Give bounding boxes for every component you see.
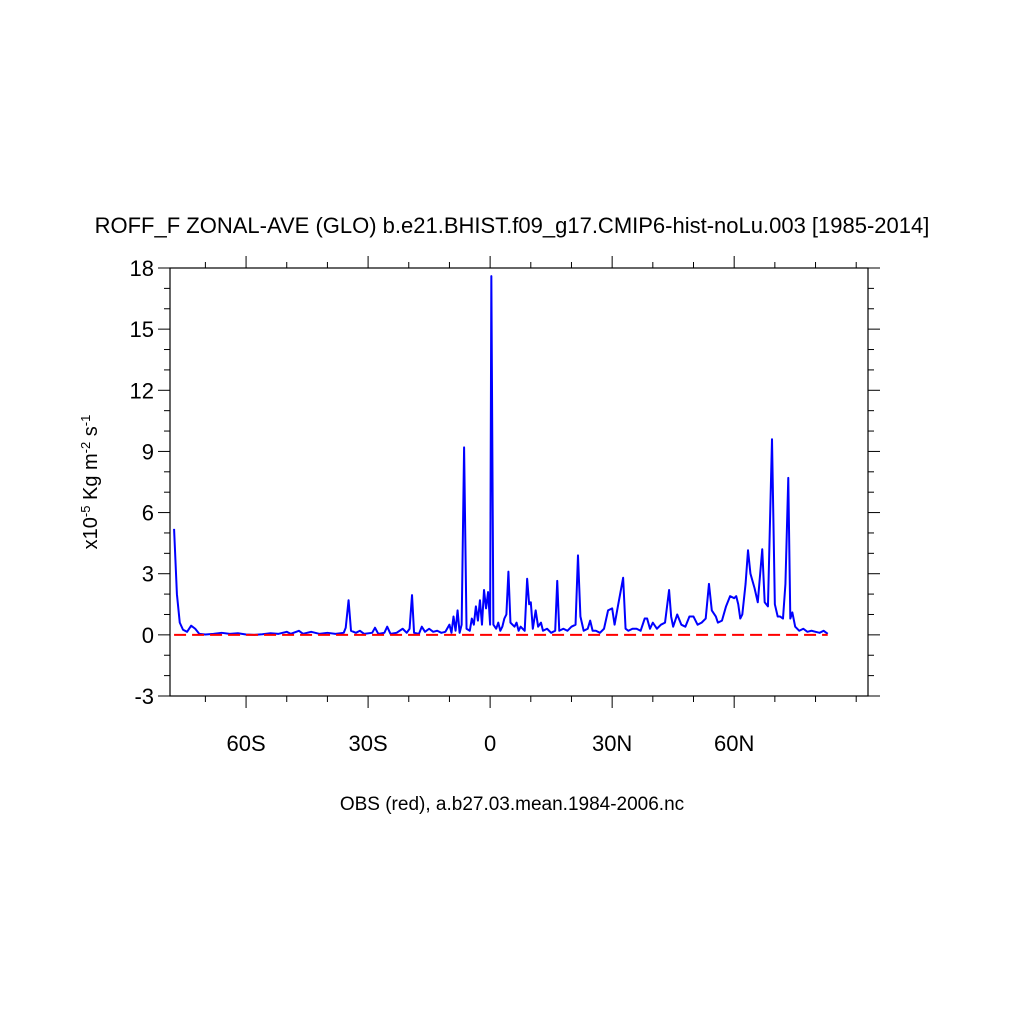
y-tick-label: 12 [130,378,154,403]
label-part: x10 [80,517,102,549]
x-tick-label: 30N [592,731,632,756]
y-tick-label: 6 [142,501,154,526]
y-tick-label: -3 [134,684,154,709]
superscript: -1 [78,415,93,427]
superscript: -2 [78,442,93,454]
y-axis-label: x10-5 Kg m-2 s-1 [78,415,103,550]
y-tick-label: 3 [142,562,154,587]
y-tick-label: 18 [130,256,154,281]
plot-frame [169,267,869,697]
x-tick-label: 0 [484,731,496,756]
data-line [173,275,829,636]
superscript: -5 [78,506,93,518]
x-tick-label: 60S [226,731,265,756]
note: OBS (red), a.b27.03.mean.1984-2006.nc [340,794,684,815]
y-tick-label: 9 [142,439,154,464]
y-tick-label: 0 [142,623,154,648]
x-tick-label: 60N [714,731,754,756]
y-tick-label: 15 [130,317,154,342]
label-part: s [80,426,102,442]
x-tick-label: 30S [349,731,388,756]
chart-title: ROFF_F ZONAL-AVE (GLO) b.e21.BHIST.f09_g… [95,213,930,238]
label-part: Kg m [80,453,102,505]
